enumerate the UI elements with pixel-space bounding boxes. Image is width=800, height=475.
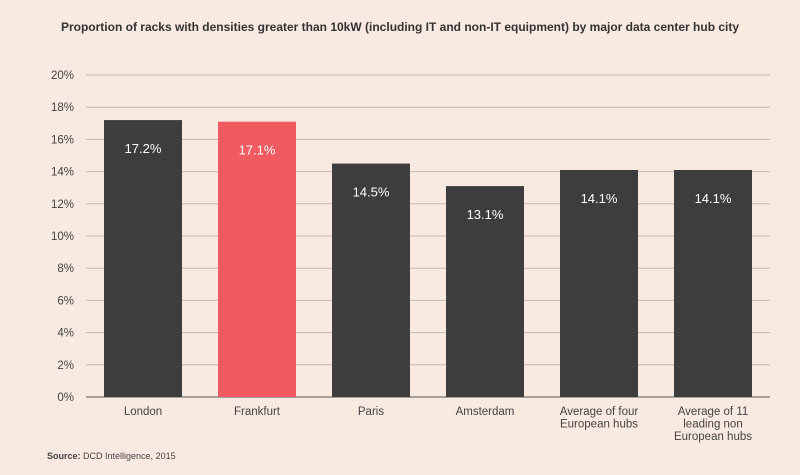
x-category-label: Paris: [358, 406, 384, 418]
chart-title: Proportion of racks with densities great…: [60, 20, 740, 34]
y-tick-label: 4%: [57, 328, 74, 340]
bar: [332, 163, 410, 397]
bar: [560, 169, 638, 397]
bar: [104, 120, 182, 397]
bar: [674, 169, 752, 397]
source-label: Source:: [47, 451, 81, 461]
data-label: 14.1%: [695, 191, 732, 206]
x-category-line: Average of four: [560, 406, 639, 418]
data-label: 14.1%: [581, 191, 618, 206]
data-label: 17.2%: [125, 141, 162, 156]
y-tick-label: 18%: [51, 102, 74, 114]
y-tick-label: 2%: [57, 360, 74, 372]
x-category-line: leading non: [683, 419, 742, 431]
x-category-line: Amsterdam: [456, 406, 515, 418]
bar: [218, 121, 296, 397]
x-category-line: Average of 11: [678, 406, 749, 418]
y-tick-label: 20%: [51, 70, 74, 82]
source-text: DCD Intelligence, 2015: [83, 451, 176, 461]
y-tick-label: 10%: [51, 231, 74, 243]
x-category-line: European hubs: [674, 431, 752, 443]
x-category-label: Average of 11 leading non European hubs: [674, 406, 752, 443]
x-category-line: Paris: [358, 406, 384, 418]
data-label: 14.5%: [353, 185, 390, 200]
data-label: 13.1%: [467, 207, 504, 222]
y-tick-label: 12%: [51, 199, 74, 211]
y-tick-label: 6%: [57, 295, 74, 307]
y-tick-label: 16%: [51, 134, 74, 146]
y-tick-label: 14%: [51, 167, 74, 179]
data-label: 17.1%: [239, 143, 276, 158]
x-category-label: Average of four European hubs: [560, 406, 639, 431]
x-category-label: Amsterdam: [456, 406, 515, 418]
x-category-label: London: [124, 406, 162, 418]
bar: [446, 186, 524, 397]
y-tick-label: 0%: [57, 392, 74, 404]
x-category-label: Frankfurt: [234, 406, 281, 418]
x-category-line: European hubs: [560, 419, 638, 431]
x-category-line: London: [124, 406, 162, 418]
source-note: Source: DCD Intelligence, 2015: [47, 451, 176, 461]
y-tick-label: 8%: [57, 263, 74, 275]
x-category-line: Frankfurt: [234, 406, 281, 418]
